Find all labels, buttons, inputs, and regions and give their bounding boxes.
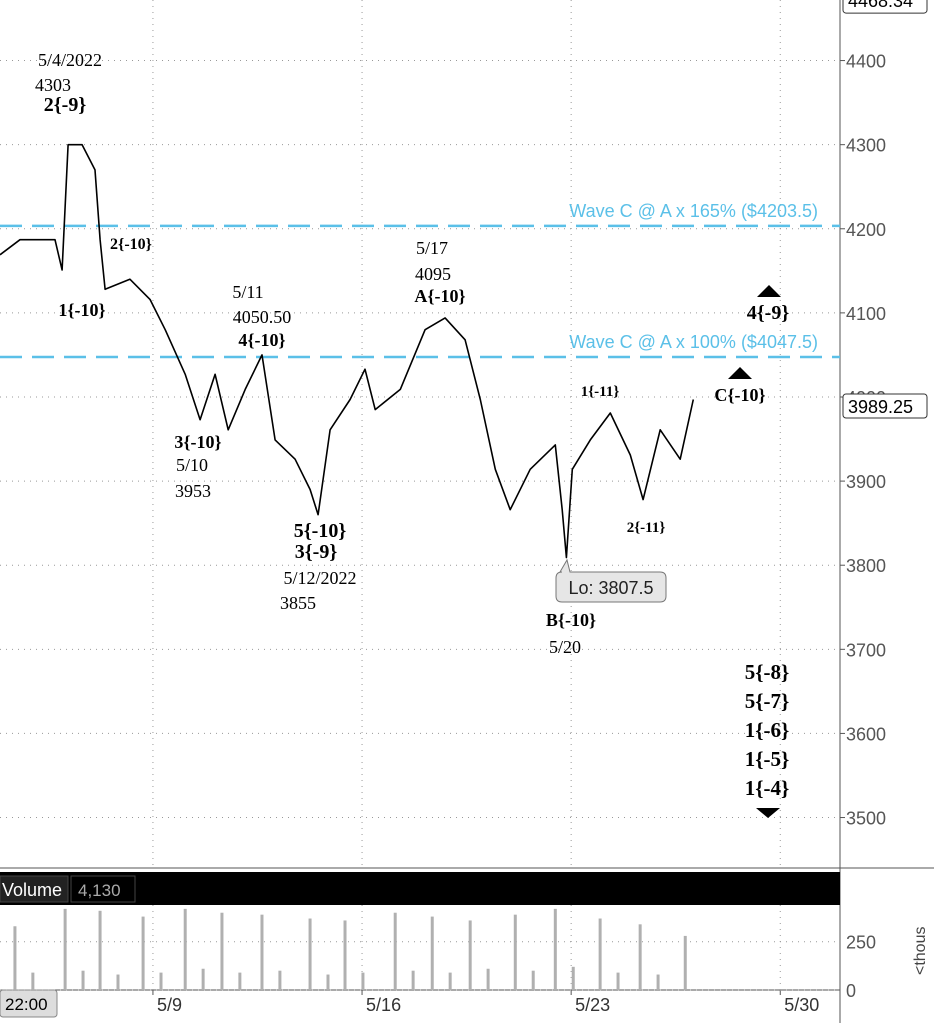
annotation: 5/12/2022 — [283, 568, 356, 588]
volume-bar — [238, 972, 242, 990]
volume-bar — [571, 966, 575, 990]
volume-last-box — [70, 875, 136, 903]
annotation: B{-10} — [546, 610, 596, 630]
annotation: 1{-6} — [745, 718, 790, 742]
volume-bar — [468, 920, 472, 990]
volume-bar — [31, 972, 35, 990]
annotation: 5{-10} — [294, 520, 347, 542]
volume-bar — [598, 918, 602, 990]
volume-bar — [656, 974, 660, 990]
volume-bar — [486, 968, 490, 990]
annotation: 5/17 — [416, 238, 448, 258]
x-tick-label: 5/23 — [575, 995, 610, 1015]
y-tick-label: 4400 — [846, 52, 886, 72]
level-label: Wave C @ A x 165% ($4203.5) — [569, 201, 818, 221]
volume-bar — [553, 908, 557, 990]
low-label: Lo: 3807.5 — [568, 578, 653, 598]
volume-bar — [260, 914, 264, 990]
annotation: 4095 — [415, 264, 451, 284]
annotation: A{-10} — [414, 286, 465, 306]
annotation: 1{-5} — [745, 747, 790, 771]
annotation: 3855 — [280, 593, 316, 613]
y-tick-label: 4200 — [846, 220, 886, 240]
annotation: 1{-4} — [745, 776, 790, 800]
annotation: 5/10 — [176, 455, 208, 475]
time-label: 22:00 — [5, 995, 48, 1014]
volume-bar — [220, 912, 224, 990]
annotation: 2{-10} — [110, 236, 152, 253]
high-price-box — [842, 0, 928, 14]
volume-bar — [513, 914, 517, 990]
time-label-box — [0, 989, 58, 1018]
volume-bar — [531, 970, 535, 990]
y-tick-label: 3500 — [846, 809, 886, 829]
price-line — [0, 143, 695, 559]
marker-up — [757, 285, 781, 297]
marker-down — [756, 808, 780, 818]
x-tick-label: 5/30 — [784, 995, 819, 1015]
annotation: 5/20 — [549, 637, 581, 657]
volume-title-box — [0, 875, 69, 903]
annotation: 4{-10} — [238, 330, 285, 350]
volume-last: 4,130 — [78, 881, 121, 900]
volume-bar — [326, 974, 330, 990]
low-bubble — [555, 558, 667, 603]
annotation: 3953 — [175, 481, 211, 501]
volume-bar — [141, 916, 145, 990]
volume-bar — [683, 935, 687, 990]
annotation: 5{-8} — [745, 660, 790, 684]
y-tick-label: 3800 — [846, 556, 886, 576]
high-price: 4468.34 — [848, 0, 913, 11]
y-tick-label: 250 — [846, 933, 876, 953]
volume-bar — [278, 970, 282, 990]
y-tick-label: 3900 — [846, 472, 886, 492]
volume-bar — [98, 910, 102, 990]
volume-title: Volume — [2, 880, 62, 900]
volume-bar — [116, 974, 120, 990]
volume-bar — [63, 908, 67, 990]
annotation: 4303 — [35, 75, 71, 95]
annotation: 3{-10} — [174, 432, 221, 452]
x-tick-label: 5/9 — [157, 995, 182, 1015]
annotation: 4050.50 — [233, 307, 292, 327]
y-tick-label: 0 — [846, 981, 856, 1001]
annotation: 5/11 — [232, 282, 263, 302]
annotation: 3{-9} — [295, 541, 338, 563]
annotation: 2{-9} — [44, 94, 87, 116]
annotation: C{-10} — [714, 385, 765, 405]
volume-bar — [201, 968, 205, 990]
annotation: 4{-9} — [747, 302, 790, 324]
volume-bar — [183, 908, 187, 990]
volume-bar — [361, 972, 365, 990]
last-price-box — [842, 393, 928, 419]
volume-bar — [343, 920, 347, 990]
volume-bar — [308, 918, 312, 990]
y-tick-label: 4100 — [846, 304, 886, 324]
annotation: 1{-11} — [581, 384, 620, 400]
volume-bar — [159, 972, 163, 990]
volume-bar — [13, 926, 17, 990]
y-tick-label: 3700 — [846, 640, 886, 660]
y-tick-label: 4300 — [846, 136, 886, 156]
marker-up — [728, 367, 752, 379]
annotation: 1{-10} — [58, 300, 105, 320]
volume-bar — [81, 970, 85, 990]
volume-bar — [638, 924, 642, 990]
volume-unit: <thous — [912, 927, 929, 975]
y-tick-label: 3600 — [846, 724, 886, 744]
volume-bar — [448, 972, 452, 990]
volume-bar — [616, 972, 620, 990]
annotation: 2{-11} — [627, 520, 666, 536]
volume-bar — [393, 912, 397, 990]
x-tick-label: 5/16 — [366, 995, 401, 1015]
volume-bar — [411, 970, 415, 990]
last-price: 3989.25 — [848, 397, 913, 417]
annotation: 5/4/2022 — [38, 50, 102, 70]
volume-header — [0, 872, 840, 905]
volume-bar — [430, 916, 434, 990]
annotation: 5{-7} — [745, 689, 790, 713]
level-label: Wave C @ A x 100% ($4047.5) — [569, 332, 818, 352]
